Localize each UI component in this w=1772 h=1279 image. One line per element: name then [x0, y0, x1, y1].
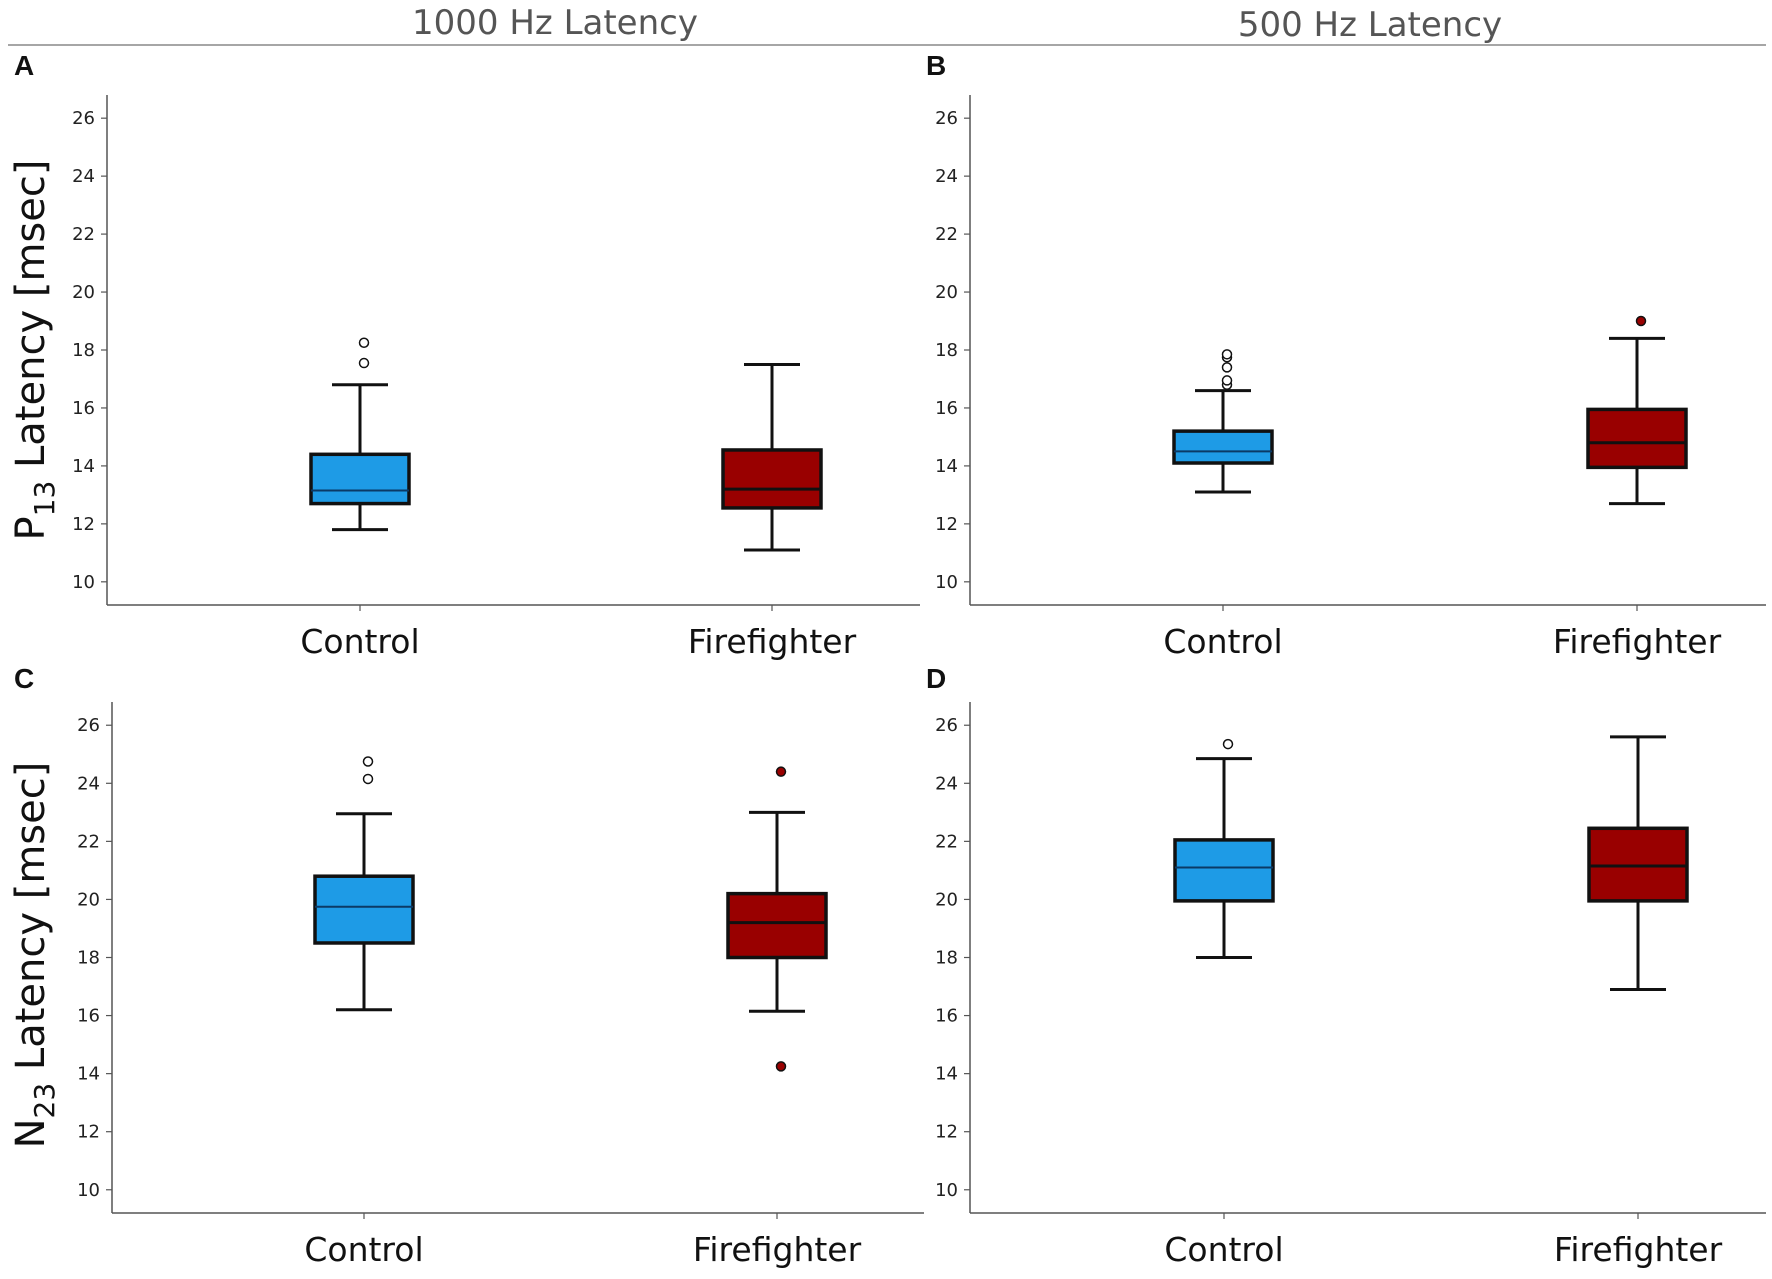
panel-a-ytick-label-10: 10	[72, 572, 95, 593]
panel-b-ytick-label-26: 26	[935, 108, 958, 129]
ylabel-n23-main: N	[8, 1118, 54, 1148]
ylabel-p13: P13 Latency [msec]	[8, 160, 61, 541]
panel-b: B 10 12 14 16 18 20 22 24 26 Control Firefighter	[926, 50, 1766, 661]
panel-c-firefighter-box	[726, 891, 828, 960]
panel-b-ytick-label-16: 16	[935, 398, 958, 419]
panel-d-ytick-label-22: 22	[935, 831, 958, 852]
panel-d-letter: D	[926, 663, 946, 694]
ylabel-n23-rest: Latency [msec]	[8, 762, 54, 1083]
panel-b-firefighter-outlier-0	[1635, 315, 1647, 327]
panel-d-control-category-label: Control	[1164, 1230, 1283, 1269]
panel-b-control-box	[1172, 429, 1274, 465]
panel-c-ytick-label-24: 24	[77, 773, 100, 794]
panel-d: D 10 12 14 16 18 20 22 24 26 Control Firefighter	[926, 663, 1766, 1269]
panel-a-ytick-label-22: 22	[72, 224, 95, 245]
panel-a-firefighter-category-label: Firefighter	[688, 622, 857, 661]
panel-d-ytick-label-12: 12	[935, 1122, 958, 1143]
panel-c-ytick-label-20: 20	[77, 889, 100, 910]
panel-b-ytick-label-14: 14	[935, 456, 958, 477]
panel-a-control-outlier-0	[358, 357, 370, 369]
panel-a-ytick-label-20: 20	[72, 282, 95, 303]
panel-b-firefighter-box	[1586, 407, 1688, 470]
panel-c-control-box	[313, 874, 415, 945]
panel-d-control-outlier-0	[1222, 738, 1234, 750]
panel-c-ytick-label-18: 18	[77, 948, 100, 969]
panel-c-ytick-label-26: 26	[77, 715, 100, 736]
panel-a-ytick-label-18: 18	[72, 340, 95, 361]
panel-b-letter: B	[926, 50, 946, 81]
panel-a-control-outlier-1	[358, 337, 370, 349]
panel-b-control-outlier-1	[1221, 375, 1233, 386]
panel-b-ytick-label-12: 12	[935, 514, 958, 535]
panel-d-ytick-label-20: 20	[935, 889, 958, 910]
panel-b-control-category-label: Control	[1163, 622, 1282, 661]
panel-a-control-category-label: Control	[300, 622, 419, 661]
panel-c-ytick-label-22: 22	[77, 831, 100, 852]
panel-b-ytick-label-20: 20	[935, 282, 958, 303]
panel-c-ytick-label-16: 16	[77, 1006, 100, 1027]
panel-d-ytick-label-10: 10	[935, 1180, 958, 1201]
panel-b-ytick-label-22: 22	[935, 224, 958, 245]
ylabel-p13-rest: Latency [msec]	[8, 160, 54, 481]
panel-c-ytick-label-12: 12	[77, 1122, 100, 1143]
panel-b-firefighter-category-label: Firefighter	[1553, 622, 1722, 661]
panel-a-letter: A	[14, 50, 34, 81]
panel-d-ytick-label-16: 16	[935, 1006, 958, 1027]
panel-a-ytick-label-14: 14	[72, 456, 95, 477]
panel-b-control-outlier-2	[1221, 362, 1233, 373]
column-title-1000hz: 1000 Hz Latency	[412, 3, 698, 43]
panel-a: A 10 12 14 16 18 20 22 24 26 Control Firefighter	[14, 50, 920, 661]
panel-b-ytick-label-24: 24	[935, 166, 958, 187]
panel-b-control-outlier-4	[1221, 349, 1233, 360]
panel-b-ytick-label-18: 18	[935, 340, 958, 361]
panel-c-firefighter-outlier-1	[775, 766, 787, 777]
panel-c-ytick-label-14: 14	[77, 1064, 100, 1085]
ylabel-n23-sub: 23	[28, 1083, 61, 1119]
panel-d-control-box	[1173, 838, 1275, 903]
panel-a-control-box	[309, 452, 411, 506]
panel-b-ytick-label-10: 10	[935, 572, 958, 593]
panel-a-ytick-label-16: 16	[72, 398, 95, 419]
panel-c-firefighter-outlier-0	[775, 1061, 787, 1072]
panel-a-ytick-label-26: 26	[72, 108, 95, 129]
panel-c-letter: C	[14, 663, 34, 694]
column-title-500hz: 500 Hz Latency	[1238, 5, 1502, 45]
panel-c-control-outlier-1	[362, 756, 374, 767]
panel-d-ytick-label-14: 14	[935, 1064, 958, 1085]
panel-d-ytick-label-24: 24	[935, 773, 958, 794]
panel-d-ytick-label-26: 26	[935, 715, 958, 736]
panel-a-ytick-label-24: 24	[72, 166, 95, 187]
panel-c-ytick-label-10: 10	[77, 1180, 100, 1201]
ylabel-p13-sub: 13	[28, 481, 61, 517]
panel-c: C 10 12 14 16 18 20 22 24 26 Control Firefighter	[14, 663, 924, 1269]
panel-d-ytick-label-18: 18	[935, 948, 958, 969]
panel-c-control-category-label: Control	[304, 1230, 423, 1269]
panel-a-firefighter-box	[721, 448, 823, 510]
panel-c-firefighter-category-label: Firefighter	[693, 1230, 862, 1269]
ylabel-p13-main: P	[8, 516, 54, 540]
panel-a-ytick-label-12: 12	[72, 514, 95, 535]
ylabel-n23: N23 Latency [msec]	[8, 762, 61, 1149]
panel-c-control-outlier-0	[362, 773, 374, 785]
panel-d-firefighter-category-label: Firefighter	[1554, 1230, 1723, 1269]
